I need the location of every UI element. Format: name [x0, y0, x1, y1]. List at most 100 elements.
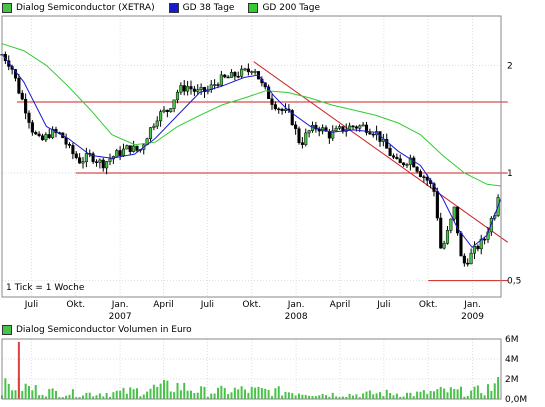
volume-bar: [456, 389, 459, 399]
volume-bar: [399, 396, 402, 399]
year-tick-label: 2007: [109, 312, 132, 322]
volume-bar: [81, 395, 84, 399]
volume-bar: [156, 386, 159, 399]
candle-body: [361, 124, 365, 127]
volume-swatch-icon: [2, 325, 12, 335]
volume-bar: [372, 394, 375, 399]
volume-bar: [71, 389, 74, 399]
candle-body: [297, 128, 301, 143]
candle-body: [84, 153, 88, 162]
candle-body: [395, 156, 399, 160]
volume-bar: [227, 394, 230, 399]
candle-body: [422, 176, 426, 178]
candle-body: [182, 85, 186, 92]
volume-bar: [220, 385, 223, 399]
volume-bar: [490, 390, 493, 399]
volume-bar: [247, 392, 250, 399]
volume-bar: [321, 393, 324, 399]
legend-volume: Dialog Semiconductor Volumen in Euro: [2, 325, 192, 335]
price-candles: [0, 50, 500, 267]
candle-body: [381, 138, 385, 142]
volume-bar: [405, 392, 408, 399]
candle-body: [479, 238, 483, 250]
candle-body: [24, 98, 28, 114]
volume-bar: [58, 397, 61, 399]
legend-gd38-label: GD 38 Tage: [182, 3, 235, 13]
volume-bar: [402, 396, 405, 399]
volume-legend: Dialog Semiconductor Volumen in Euro: [2, 323, 206, 337]
time-tick-label: April: [330, 300, 351, 310]
legend-gd200: GD 200 Tage: [248, 3, 320, 13]
volume-bar: [152, 384, 155, 399]
candle-body: [243, 68, 247, 71]
candle-body: [20, 92, 24, 100]
time-tick-label: Jan.: [111, 300, 129, 310]
volume-bar: [362, 393, 365, 399]
volume-bar: [61, 397, 64, 399]
candle-body: [273, 104, 277, 110]
candle-body: [456, 206, 460, 234]
candle-body: [78, 157, 82, 164]
volume-bar: [129, 387, 132, 399]
volume-bar: [446, 392, 449, 399]
volume-bar: [480, 393, 483, 399]
volume-bar: [105, 393, 108, 399]
volume-bar: [419, 391, 422, 399]
volume-bar: [277, 386, 280, 399]
volume-bar: [426, 394, 429, 399]
volume-bar: [355, 394, 358, 399]
volume-bar: [311, 396, 314, 399]
candle-body: [240, 68, 244, 77]
candle-body: [294, 124, 298, 129]
candle-body: [483, 238, 487, 241]
volume-bar: [146, 391, 149, 399]
volume-bar: [78, 397, 81, 399]
candle-body: [253, 71, 257, 73]
volume-bar: [169, 391, 172, 399]
candle-body: [44, 134, 48, 141]
candle-body: [37, 133, 41, 136]
volume-bar: [281, 395, 284, 399]
volume-bar: [132, 389, 135, 399]
candle-body: [351, 125, 355, 128]
candle-body: [250, 71, 254, 73]
volume-bar: [21, 391, 24, 399]
volume-bar: [186, 390, 189, 399]
candle-body: [159, 111, 163, 122]
candle-body: [132, 145, 136, 152]
price-tick-label: 1: [507, 169, 513, 179]
volume-bar: [382, 395, 385, 399]
candle-body: [391, 155, 396, 158]
candle-body: [412, 157, 416, 168]
volume-bar: [389, 392, 392, 399]
candle-body: [267, 86, 271, 99]
volume-bar: [439, 386, 442, 399]
candle-body: [449, 218, 453, 231]
volume-bar: [341, 396, 344, 399]
candle-body: [472, 245, 477, 254]
volume-bar: [497, 376, 500, 399]
volume-bar: [159, 383, 162, 399]
candle-body: [368, 132, 372, 135]
volume-bar: [68, 394, 71, 399]
candle-body: [425, 177, 429, 181]
candle-body: [7, 60, 11, 67]
candle-body: [121, 148, 126, 156]
candle-body: [385, 138, 389, 149]
volume-bar: [34, 385, 37, 399]
year-tick-label: 2008: [285, 312, 308, 322]
candle-body: [233, 72, 237, 77]
volume-bar: [301, 394, 304, 399]
candle-body: [310, 125, 315, 131]
gd38-line: [1, 53, 502, 249]
volume-bar: [422, 390, 425, 399]
candle-body: [118, 150, 122, 156]
volume-plot-frame: [1, 338, 502, 400]
time-tick-label: Juli: [200, 300, 214, 310]
volume-bar: [210, 393, 213, 399]
candle-body: [213, 84, 217, 86]
candle-body: [148, 127, 153, 139]
candle-body: [300, 142, 304, 145]
volume-bar: [466, 395, 469, 399]
legend-price: Dialog Semiconductor (XETRA): [2, 3, 155, 13]
